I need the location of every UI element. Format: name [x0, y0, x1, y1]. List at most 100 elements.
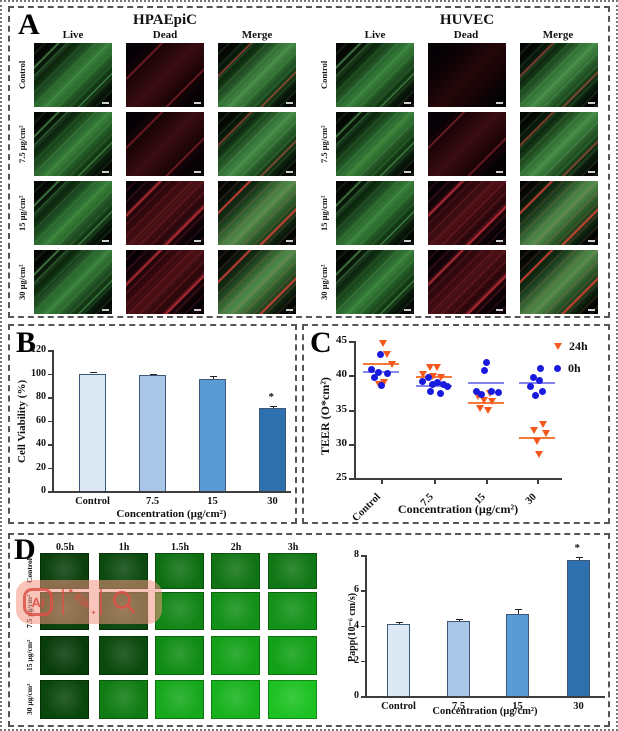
watermark: AI ✎ ✦ ✦ — [16, 580, 162, 624]
data-point-circle — [377, 382, 385, 390]
panel-b: B Cell Viability (%) Concentration (µg/c… — [8, 324, 297, 524]
fluorescence-image-r0c2 — [155, 553, 204, 589]
col-header-dead-2: Dead — [453, 29, 479, 41]
x-category-label: 15 — [472, 491, 488, 507]
bar — [447, 621, 470, 696]
data-point-triangle — [533, 437, 541, 445]
panel-d-label: D — [14, 533, 36, 566]
data-point-triangle — [539, 421, 547, 429]
y-tick — [349, 375, 354, 378]
micro-hpaepic-30-dead — [126, 250, 204, 314]
data-point-triangle — [429, 373, 437, 381]
y-tick-label: 25 — [336, 471, 347, 483]
fluorescence-image-r3c1 — [99, 680, 148, 719]
panel-c-label: C — [310, 326, 332, 359]
data-point-triangle — [437, 373, 445, 381]
fluorescence-image-r0c4 — [268, 553, 317, 589]
x-axis — [365, 696, 605, 698]
bar — [506, 614, 529, 696]
fluorescence-image-r3c2 — [155, 680, 204, 719]
micro-huvec-7.5-dead — [428, 112, 506, 176]
panel-a-label: A — [18, 8, 40, 41]
micro-hpaepic-15-live — [34, 181, 112, 245]
significance-star: * — [268, 391, 275, 404]
micro-hpaepic-control-merge — [218, 43, 296, 107]
fluorescence-image-r3c0 — [40, 680, 89, 719]
data-point-circle — [418, 377, 426, 385]
micro-huvec-30-dead — [428, 250, 506, 314]
bar — [387, 623, 410, 696]
micro-huvec-30-live — [336, 250, 414, 314]
category-label: 7.5 — [145, 496, 160, 507]
data-point-triangle — [419, 371, 427, 379]
bar — [259, 407, 286, 491]
row-label-15: 15 µg/cm² — [17, 195, 27, 231]
error-bar — [212, 375, 214, 379]
data-point-triangle — [476, 404, 484, 412]
pen-sparkle-icon: ✎ ✦ ✦ — [67, 586, 97, 617]
hpaepic-image-grid — [34, 43, 296, 314]
data-point-circle — [433, 378, 441, 386]
data-point-circle — [535, 376, 543, 384]
panel-d: D 0.5h 1h 1.5h 2h 3h Control 7.5 µg/cm² … — [8, 533, 610, 727]
y-tick-label: 35 — [336, 402, 347, 415]
micro-hpaepic-15-dead — [126, 181, 204, 245]
y-tick — [48, 444, 52, 446]
error-bar — [517, 608, 519, 615]
x-category-label: 7.5 — [418, 491, 436, 509]
y-tick-label: 30 — [336, 436, 347, 449]
col-header-dead: Dead — [152, 29, 178, 41]
y-tick — [48, 491, 52, 493]
y-tick — [48, 397, 52, 399]
data-point-triangle — [480, 397, 488, 405]
legend-item-0h: 0h — [554, 361, 588, 376]
error-bar-cap — [209, 375, 217, 377]
divider — [62, 589, 64, 615]
data-point-circle — [424, 374, 432, 382]
y-tick-label: 45 — [336, 334, 347, 346]
data-point-circle — [538, 387, 546, 395]
category-label: Control — [381, 701, 416, 712]
legend-item-24h: 24h — [554, 339, 588, 354]
data-point-circle — [376, 351, 384, 359]
bar — [567, 560, 590, 696]
y-tick — [361, 696, 365, 698]
micro-huvec-control-dead — [428, 43, 506, 107]
data-point-circle — [536, 364, 544, 372]
teer-x-axis-label: Concentration (µg/cm²) — [397, 502, 519, 516]
fluorescence-image-r1c3 — [211, 592, 260, 630]
data-point-circle — [531, 392, 539, 400]
x-tick — [381, 480, 383, 484]
data-point-circle — [480, 366, 488, 374]
y-tick — [48, 467, 52, 469]
data-point-circle — [477, 390, 485, 398]
x-axis — [52, 491, 291, 493]
fluorescence-image-r1c4 — [268, 592, 317, 630]
category-label: 15 — [512, 701, 523, 712]
micro-hpaepic-control-dead — [126, 43, 204, 107]
data-point-circle — [529, 373, 537, 381]
x-tick — [537, 480, 539, 484]
data-point-triangle — [426, 364, 434, 372]
data-point-triangle — [530, 427, 538, 435]
category-label: 30 — [267, 496, 278, 507]
mean-line-0h — [468, 382, 504, 385]
micro-huvec-control-live — [336, 43, 414, 107]
micro-huvec-30-merge — [520, 250, 598, 314]
panel-b-label: B — [16, 326, 37, 359]
data-point-circle — [367, 366, 375, 374]
bar — [79, 373, 106, 491]
error-bar-cap — [514, 608, 522, 610]
col-header-live: Live — [62, 29, 84, 41]
x-category-label: 30 — [523, 491, 539, 507]
fluorescence-image-r1c2 — [155, 592, 204, 630]
col-header-live-2: Live — [364, 29, 386, 41]
significance-star: * — [574, 541, 581, 554]
triangle-down-icon — [554, 343, 562, 350]
data-point-circle — [374, 369, 382, 376]
y-tick — [361, 590, 365, 592]
y-tick — [361, 660, 365, 663]
time-header-2h: 2h — [230, 542, 242, 553]
error-bar-cap — [575, 556, 583, 558]
data-point-triangle — [383, 351, 391, 359]
